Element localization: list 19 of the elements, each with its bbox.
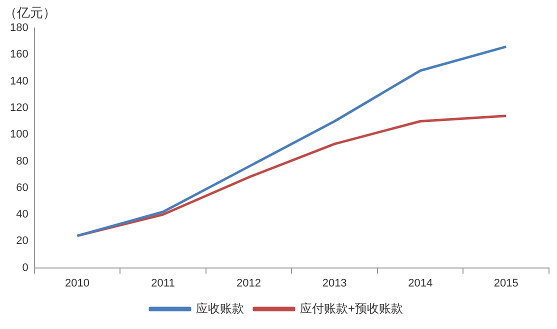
y-tick-label: 180 xyxy=(10,22,28,34)
y-tick-label: 120 xyxy=(10,102,28,114)
x-tick-label: 2013 xyxy=(322,277,347,290)
x-tick-label: 2014 xyxy=(408,277,433,290)
y-tick-label: 80 xyxy=(16,155,28,168)
y-tick-label: 160 xyxy=(10,48,28,61)
x-tick-label: 2012 xyxy=(236,277,262,290)
x-tick-label: 2010 xyxy=(65,277,90,290)
y-tick-label: 60 xyxy=(16,182,28,194)
y-tick-label: 40 xyxy=(16,208,28,221)
x-tick-label: 2015 xyxy=(494,277,518,290)
x-tick-label: 2011 xyxy=(151,277,175,290)
y-axis-title: （亿元） xyxy=(4,5,56,22)
y-tick-label: 100 xyxy=(10,128,28,141)
legend-label: 应付账款+预收账款 xyxy=(300,301,404,316)
y-tick-label: 0 xyxy=(22,262,28,274)
legend-label: 应收账款 xyxy=(196,301,244,316)
y-tick-label: 140 xyxy=(10,75,28,88)
y-tick-label: 20 xyxy=(16,235,28,248)
